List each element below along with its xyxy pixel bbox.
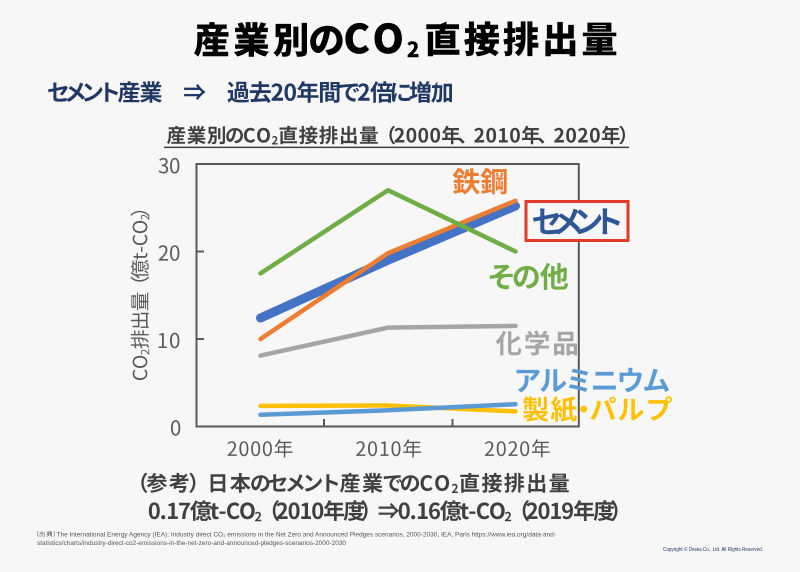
svg-text:statistics/charts/industry-dir: statistics/charts/industry-direct-co2-em… xyxy=(37,540,347,547)
svg-text:The International Energy Agenc: The International Energy Agency (IEA): I… xyxy=(57,532,557,539)
svg-text:Copyright © Deska Co., Ltd. Al: Copyright © Deska Co., Ltd. All Rights R… xyxy=(663,546,763,553)
